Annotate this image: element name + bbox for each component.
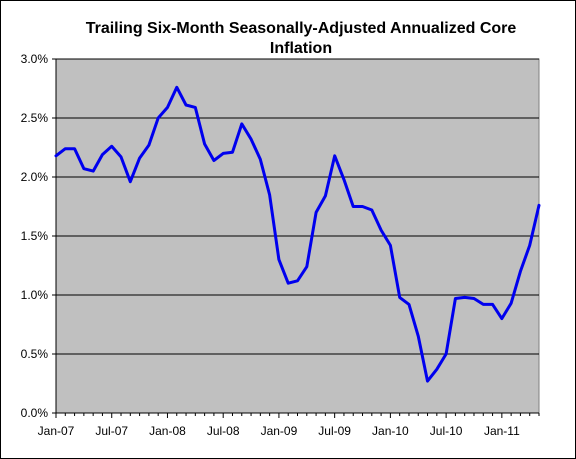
x-tick-label: Jul-10 xyxy=(430,424,463,438)
y-tick-label: 2.0% xyxy=(21,170,49,184)
y-tick-label: 2.5% xyxy=(21,111,49,125)
x-tick-label: Jan-11 xyxy=(484,424,520,438)
y-tick-label: 1.0% xyxy=(21,288,49,302)
chart-title: Trailing Six-Month Seasonally-Adjusted A… xyxy=(61,19,541,59)
x-tick-label: Jul-07 xyxy=(95,424,128,438)
y-tick-label: 0.0% xyxy=(21,406,49,420)
y-tick-label: 1.5% xyxy=(21,229,49,243)
x-tick-label: Jan-08 xyxy=(149,424,186,438)
x-tick-label: Jan-10 xyxy=(372,424,409,438)
y-tick-label: 0.5% xyxy=(21,347,49,361)
x-tick-label: Jul-08 xyxy=(207,424,240,438)
chart-title-line-2: Inflation xyxy=(269,40,333,57)
x-tick-label: Jan-07 xyxy=(38,424,75,438)
y-tick-label: 3.0% xyxy=(21,52,49,66)
x-tick-label: Jul-09 xyxy=(318,424,351,438)
chart-title-line-1: Trailing Six-Month Seasonally-Adjusted A… xyxy=(85,20,517,37)
x-tick-label: Jan-09 xyxy=(261,424,298,438)
